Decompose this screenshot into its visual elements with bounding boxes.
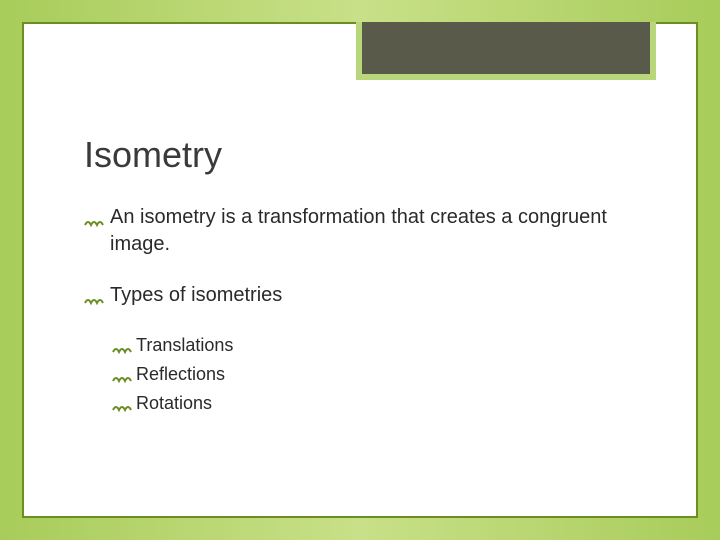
- scribble-icon: [84, 210, 104, 222]
- scribble-icon: [112, 367, 132, 379]
- sub-bullet-item: Rotations: [84, 391, 636, 416]
- header-accent-box: [356, 22, 656, 80]
- bullet-text: Rotations: [136, 393, 212, 413]
- bullet-text: Reflections: [136, 364, 225, 384]
- sub-bullet-item: Reflections: [84, 362, 636, 387]
- scribble-icon: [112, 396, 132, 408]
- bullet-item: Types of isometries: [84, 282, 636, 309]
- content-panel: Isometry An isometry is a transformation…: [22, 22, 698, 518]
- slide-title: Isometry: [84, 134, 636, 176]
- scribble-icon: [84, 288, 104, 300]
- content-area: Isometry An isometry is a transformation…: [84, 134, 636, 421]
- bullet-text: An isometry is a transformation that cre…: [110, 206, 607, 255]
- bullet-text: Types of isometries: [110, 284, 282, 306]
- slide-root: Isometry An isometry is a transformation…: [0, 0, 720, 540]
- bullet-text: Translations: [136, 335, 233, 355]
- sub-bullet-item: Translations: [84, 333, 636, 358]
- bullet-item: An isometry is a transformation that cre…: [84, 204, 636, 258]
- scribble-icon: [112, 338, 132, 350]
